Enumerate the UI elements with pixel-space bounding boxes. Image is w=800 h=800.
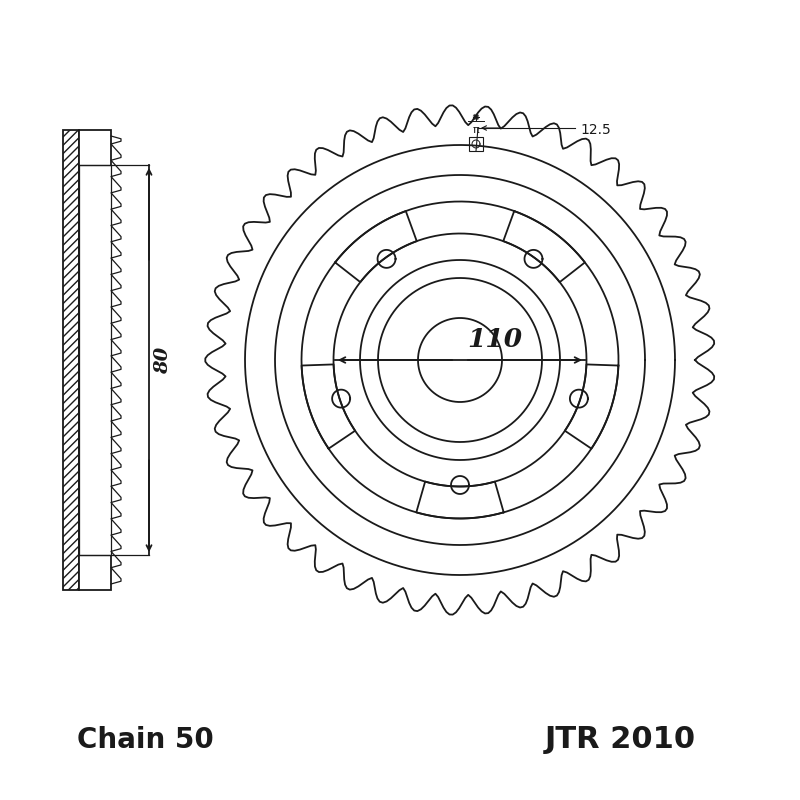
Text: π: π bbox=[473, 125, 479, 135]
Text: 110: 110 bbox=[467, 327, 522, 352]
Text: JTR 2010: JTR 2010 bbox=[545, 726, 695, 754]
Text: 12.5: 12.5 bbox=[580, 123, 610, 137]
Bar bbox=[79, 165, 111, 555]
Bar bbox=[79, 130, 111, 590]
Bar bbox=[469, 137, 483, 151]
Text: Chain 50: Chain 50 bbox=[77, 726, 214, 754]
Text: 80: 80 bbox=[154, 346, 172, 374]
Bar bbox=[63, 130, 79, 590]
